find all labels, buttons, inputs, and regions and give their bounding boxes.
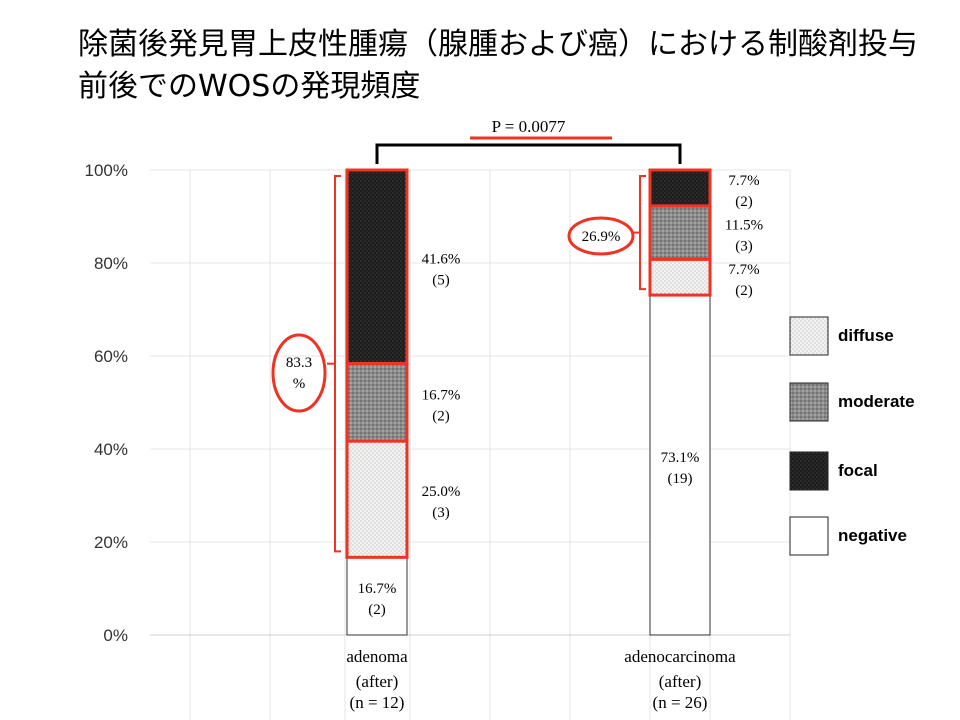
bar-count-label: (2) — [368, 602, 386, 618]
p-value-label: P = 0.0077 — [492, 117, 566, 136]
y-tick-label: 60% — [94, 347, 128, 366]
annotation-text: 26.9% — [582, 229, 621, 245]
bar-negative — [649, 294, 711, 636]
bar-value-label: 11.5% — [725, 218, 763, 234]
annotation-bracket — [334, 175, 341, 553]
bar-count-label: (2) — [735, 194, 753, 210]
legend-swatch-moderate — [789, 382, 829, 422]
y-tick-label: 20% — [94, 533, 128, 552]
bar-negative — [346, 556, 408, 636]
bar-focal — [345, 168, 409, 365]
legend-swatch-negative — [789, 516, 829, 556]
annotation-text: 83.3 — [286, 355, 312, 371]
legend-label-negative: negative — [838, 526, 907, 545]
x-category-n-label: (n = 26) — [653, 693, 708, 712]
x-category-label: adenocarcinoma — [624, 647, 736, 666]
annotation-text: % — [293, 376, 306, 392]
annotation-circle — [271, 333, 327, 413]
bar-moderate — [345, 361, 409, 443]
y-tick-label: 100% — [85, 161, 128, 180]
bar-diffuse — [345, 439, 409, 559]
y-tick-label: 0% — [103, 626, 128, 645]
bar-value-label: 7.7% — [728, 262, 759, 278]
bar-value-label: 16.7% — [358, 581, 397, 597]
bar-value-label: 41.6% — [422, 252, 461, 268]
slide-title: 除菌後発見胃上皮性腫瘍（腺腫および癌）における制酸剤投与前後でのWOSの発現頻度 — [78, 27, 918, 104]
x-category-n-label: (n = 12) — [350, 693, 405, 712]
annotation-bracket — [639, 175, 646, 291]
x-category-sub-label: (after) — [356, 672, 398, 691]
y-tick-label: 80% — [94, 254, 128, 273]
legend-label-focal: focal — [838, 461, 878, 480]
legend-label-diffuse: diffuse — [838, 326, 894, 345]
bar-value-label: 7.7% — [728, 173, 759, 189]
bar-count-label: (2) — [735, 283, 753, 299]
legend-swatch-focal — [789, 451, 829, 491]
bar-focal — [648, 168, 712, 208]
bar-moderate — [648, 204, 712, 261]
bar-count-label: (5) — [432, 273, 450, 289]
legend-swatch-diffuse — [789, 316, 829, 356]
legend-label-moderate: moderate — [838, 392, 915, 411]
x-category-sub-label: (after) — [659, 672, 701, 691]
bar-value-label: 73.1% — [661, 450, 700, 466]
bar-count-label: (3) — [735, 239, 753, 255]
bar-count-label: (3) — [432, 505, 450, 521]
bar-count-label: (2) — [432, 408, 450, 424]
bar-value-label: 16.7% — [422, 387, 461, 403]
x-category-label: adenoma — [346, 647, 408, 666]
y-tick-label: 40% — [94, 440, 128, 459]
bar-value-label: 25.0% — [422, 484, 461, 500]
significance-bracket — [375, 143, 682, 164]
annotation-circle — [567, 216, 635, 256]
bar-diffuse — [648, 257, 712, 297]
bar-count-label: (19) — [668, 471, 693, 487]
